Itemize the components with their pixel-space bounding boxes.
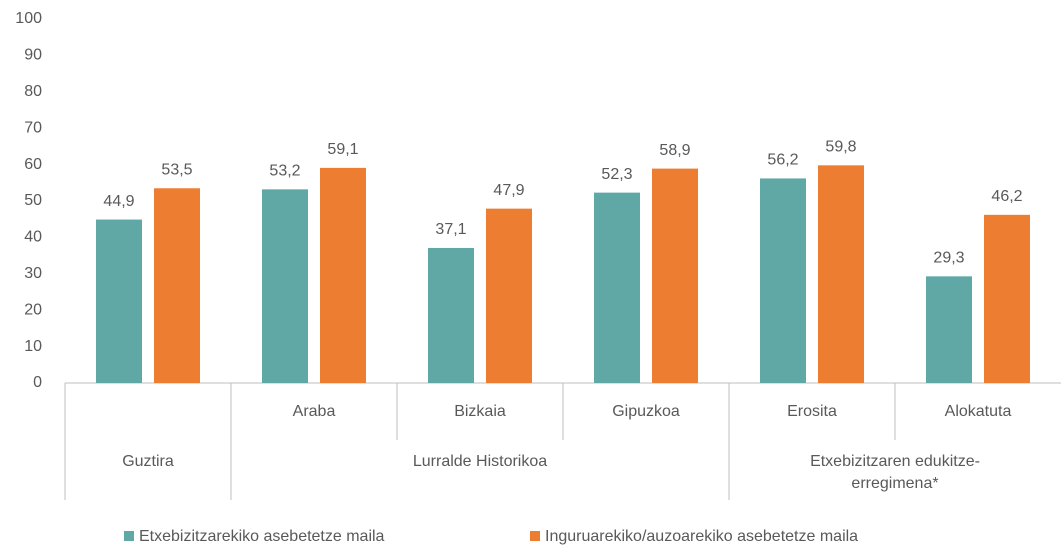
group-label: Etxebizitzaren edukitze-erregimena* <box>729 451 1061 495</box>
group-label-text: Etxebizitzaren edukitze-erregimena* <box>810 453 980 492</box>
value-label: 59,8 <box>825 139 856 156</box>
y-tick-label: 50 <box>24 192 42 209</box>
group-label-text: Guztira <box>122 453 174 470</box>
value-label: 56,2 <box>767 152 798 169</box>
legend-label: Inguruarekiko/auzoarekiko asebetetze mai… <box>545 528 858 545</box>
bar <box>652 168 698 383</box>
bar <box>818 165 864 383</box>
group-label: Lurralde Historikoa <box>231 451 729 473</box>
bar <box>262 189 308 383</box>
value-label: 59,1 <box>327 141 358 158</box>
legend-label: Etxebizitzarekiko asebetetze maila <box>139 528 385 545</box>
bar <box>760 178 806 383</box>
value-label: 44,9 <box>103 193 134 210</box>
value-label: 46,2 <box>991 188 1022 205</box>
y-tick-label: 40 <box>24 229 42 246</box>
y-tick-label: 90 <box>24 47 42 64</box>
x-tick-label: Bizkaia <box>454 403 506 420</box>
x-tick-label: Gipuzkoa <box>612 403 680 420</box>
y-tick-label: 60 <box>24 156 42 173</box>
value-label: 37,1 <box>435 221 466 238</box>
legend-swatch <box>530 531 540 541</box>
value-label: 29,3 <box>933 250 964 267</box>
bar <box>486 208 532 383</box>
legend-swatch <box>124 531 134 541</box>
x-tick-label: Araba <box>293 403 336 420</box>
group-label: Guztira <box>65 451 231 473</box>
x-tick-label: Alokatuta <box>945 403 1012 420</box>
group-label-text: Lurralde Historikoa <box>412 453 548 470</box>
y-tick-label: 10 <box>24 338 42 355</box>
x-tick-label: Erosita <box>787 403 837 420</box>
bar <box>96 219 142 383</box>
value-label: 53,5 <box>161 161 192 178</box>
y-tick-label: 80 <box>24 83 42 100</box>
y-tick-label: 20 <box>24 301 42 318</box>
bar <box>594 192 640 383</box>
y-tick-label: 70 <box>24 119 42 136</box>
value-label: 53,2 <box>269 163 300 180</box>
bar <box>428 247 474 383</box>
bar <box>926 276 972 383</box>
value-label: 47,9 <box>493 182 524 199</box>
y-tick-label: 30 <box>24 265 42 282</box>
value-label: 58,9 <box>659 142 690 159</box>
y-tick-label: 100 <box>15 10 42 27</box>
bar <box>984 214 1030 383</box>
bar <box>154 188 200 383</box>
bar <box>320 167 366 383</box>
value-label: 52,3 <box>601 166 632 183</box>
y-tick-label: 0 <box>33 374 42 391</box>
